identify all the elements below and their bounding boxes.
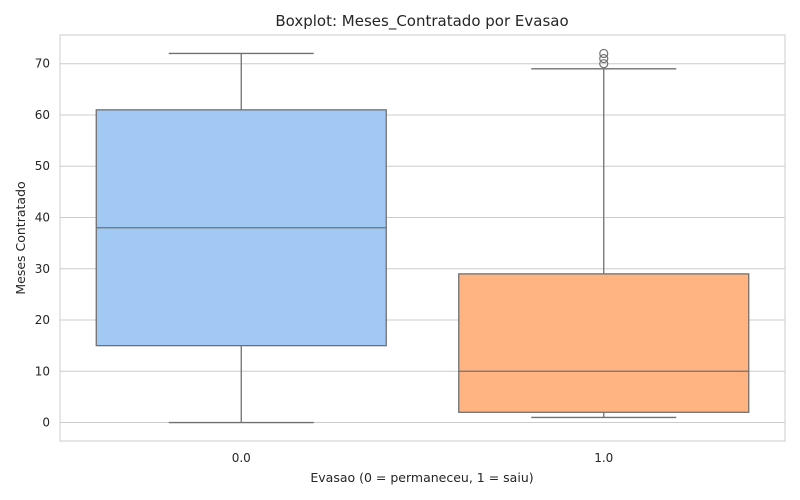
outlier-point [599, 48, 609, 59]
plot-frame [59, 34, 786, 442]
x-tick-label-0.0: 0.0 [232, 451, 251, 465]
y-tick-label-60: 60 [35, 108, 50, 122]
y-tick-label-50: 50 [35, 159, 50, 173]
box-group-0.0 [95, 52, 387, 424]
box-group-1.0 [458, 48, 750, 419]
x-axis-label: Evasao (0 = permaneceu, 1 = saiu) [310, 470, 533, 485]
box-iqr [458, 273, 750, 413]
y-tick-label-10: 10 [35, 364, 50, 378]
outlier-point [599, 59, 609, 69]
x-tick-labels: 0.0 1.0 [232, 451, 614, 465]
y-tick-label-40: 40 [35, 210, 50, 224]
chart-title: Boxplot: Meses_Contratado por Evasao [275, 12, 568, 31]
outlier-point [599, 53, 609, 64]
y-axis-label: Meses Contratado [13, 181, 28, 294]
y-tick-label-30: 30 [35, 262, 50, 276]
y-tick-label-0: 0 [42, 416, 50, 430]
y-tick-labels: 0 10 20 30 40 50 60 70 [35, 57, 50, 430]
y-tick-label-70: 70 [35, 57, 50, 71]
boxes [95, 48, 750, 424]
x-tick-label-1.0: 1.0 [594, 451, 613, 465]
y-tick-label-20: 20 [35, 313, 50, 327]
